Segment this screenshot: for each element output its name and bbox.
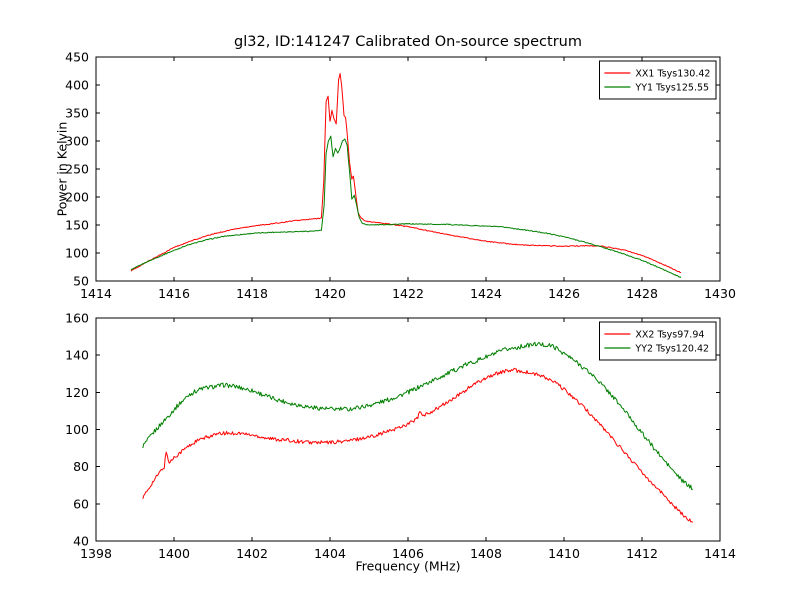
y-tick-label: 450 bbox=[65, 50, 89, 65]
x-tick-label: 1408 bbox=[470, 546, 502, 561]
y-tick-label: 400 bbox=[65, 78, 89, 93]
x-tick-label: 1416 bbox=[158, 286, 190, 301]
x-tick-label: 1402 bbox=[236, 546, 268, 561]
x-tick-label: 1424 bbox=[470, 286, 502, 301]
y-tick-label: 300 bbox=[65, 134, 89, 149]
x-tick-label: 1426 bbox=[548, 286, 580, 301]
y-tick-label: 250 bbox=[65, 162, 89, 177]
y-tick-label: 100 bbox=[65, 246, 89, 261]
y-axis-label: Power in Kelvin bbox=[54, 121, 70, 217]
series-line-1 bbox=[130, 135, 682, 278]
x-tick-label: 1406 bbox=[392, 546, 424, 561]
y-tick-label: 350 bbox=[65, 106, 89, 121]
x-tick-label: 1430 bbox=[704, 286, 736, 301]
x-tick-label: 1414 bbox=[80, 286, 112, 301]
legend-label: XX2 Tsys97.94 bbox=[635, 330, 704, 341]
x-tick-label: 1410 bbox=[548, 546, 580, 561]
x-tick-label: 1414 bbox=[704, 546, 736, 561]
y-tick-label: 60 bbox=[73, 496, 89, 511]
subplot-1: 1398 1400 1402 1404 1406 1408 1410 1412 1414 40 60… bbox=[65, 311, 736, 562]
series-line-1 bbox=[142, 341, 693, 491]
y-tick-label: 120 bbox=[65, 385, 89, 400]
y-tick-label: 100 bbox=[65, 422, 89, 437]
legend-box bbox=[598, 321, 717, 361]
y-tick-label: 160 bbox=[65, 311, 89, 326]
y-tick-label: 140 bbox=[65, 348, 89, 363]
x-axis-label: Frequency (MHz) bbox=[355, 558, 461, 574]
x-tick-label: 1420 bbox=[314, 286, 346, 301]
x-tick-label: 1404 bbox=[314, 546, 346, 561]
figure-title: gl32, ID:141247 Calibrated On-source spe… bbox=[234, 34, 582, 50]
series-line-0 bbox=[142, 367, 694, 523]
x-tick-label: 1400 bbox=[158, 546, 190, 561]
legend-label: YY1 Tsys125.55 bbox=[634, 83, 709, 94]
series-line-0 bbox=[130, 73, 682, 274]
x-tick-label: 1428 bbox=[626, 286, 658, 301]
y-tick-label: 80 bbox=[73, 459, 89, 474]
x-tick-label: 1418 bbox=[236, 286, 268, 301]
y-tick-label: 150 bbox=[65, 218, 89, 233]
y-tick-label: 50 bbox=[73, 274, 89, 289]
legend-label: XX1 Tsys130.42 bbox=[635, 69, 710, 80]
legend-box bbox=[598, 60, 717, 100]
legend-label: YY2 Tsys120.42 bbox=[634, 344, 709, 355]
y-tick-label: 40 bbox=[73, 534, 89, 549]
y-tick-label: 200 bbox=[65, 190, 89, 205]
x-tick-label: 1412 bbox=[626, 546, 658, 561]
x-tick-label: 1422 bbox=[392, 286, 424, 301]
subplot-0: 1414 1416 1418 1420 1422 1424 1426 1428 1430 50 10… bbox=[65, 50, 736, 302]
x-tick-label: 1398 bbox=[80, 546, 112, 561]
